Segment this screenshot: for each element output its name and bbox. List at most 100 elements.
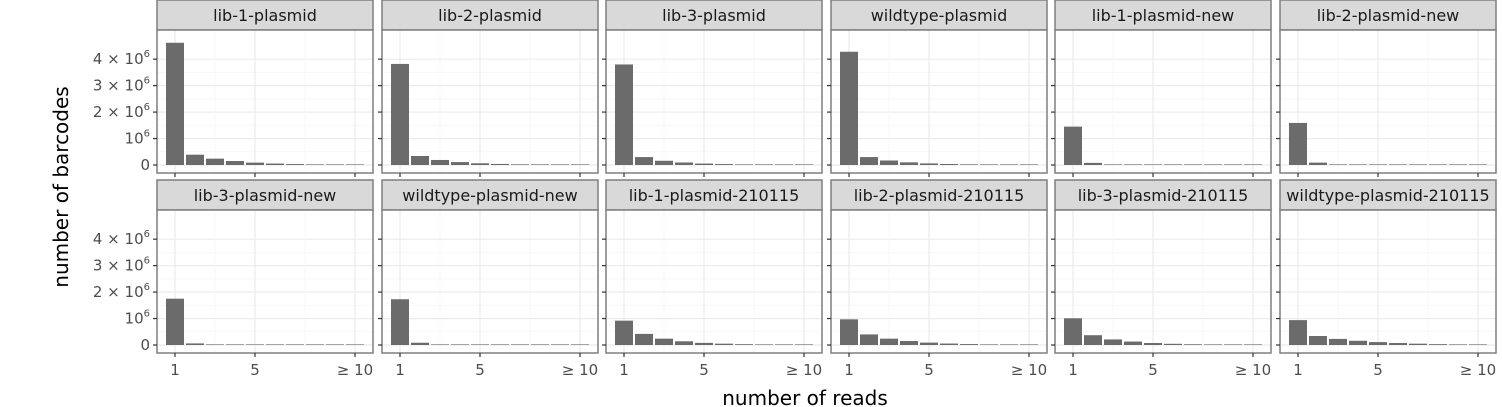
histogram-bar [940,163,958,165]
histogram-bar [1369,342,1387,345]
histogram-bar [411,156,429,165]
histogram-bar [1369,164,1387,165]
histogram-bar [326,164,344,165]
histogram-bar [1124,341,1142,345]
panel-border [381,209,599,354]
histogram-bar [655,338,673,345]
histogram-bar [1389,343,1407,345]
y-tick-label-exponent: 6 [144,49,150,60]
histogram-bar [960,164,978,165]
facet-panel: wildtype-plasmid-new 1 5 ≥ 10 [378,179,599,379]
facet-strip-label: lib-2-plasmid [438,6,542,25]
facet-panel: lib-3-plasmid-210115 1 5 ≥ 10 [1051,179,1272,379]
histogram-bar [775,164,793,165]
histogram-bar [655,160,673,165]
histogram-bar [960,344,978,345]
histogram-bar [1000,164,1018,165]
y-tick-label: 4 × 106 [93,49,150,68]
panel-border [381,29,599,174]
histogram-bar [186,343,204,345]
histogram-bar [1469,344,1487,345]
histogram-bar [1164,343,1182,345]
histogram-bar [1084,162,1102,165]
facet-strip-label: lib-1-plasmid [213,6,317,25]
x-tick-label: 1 [619,361,629,379]
histogram-bar [920,163,938,165]
facet-strip [605,0,823,31]
histogram-bar [1204,344,1222,345]
facet-strip-label: lib-1-plasmid-new [1092,6,1235,25]
y-tick-label-base: 0 [140,156,150,174]
histogram-bar [226,161,244,165]
histogram-bar [1124,164,1142,165]
facet-strip-label: wildtype-plasmid [871,6,1008,25]
y-tick-label-exponent: 6 [144,309,150,320]
y-tick-label-exponent: 6 [144,229,150,240]
histogram-bar [451,344,469,345]
histogram-bar [491,344,509,345]
histogram-bar [1289,320,1307,345]
histogram-bar [1144,343,1162,345]
x-tick-label: ≥ 10 [786,361,822,379]
facet-strip-label: lib-2-plasmid-210115 [854,186,1025,205]
histogram-bar [1084,335,1102,345]
histogram-bar [900,341,918,345]
facet-strip [1054,179,1272,211]
histogram-bar [1064,318,1082,345]
facet-panel: lib-2-plasmid [378,0,599,177]
histogram-bar [246,162,264,165]
histogram-bar [206,158,224,165]
histogram-bar [511,164,529,165]
histogram-bar [1104,164,1122,165]
facet-panel: lib-1-plasmid-new [1051,0,1272,177]
y-tick-label: 3 × 106 [93,76,150,95]
histogram-bar [286,164,304,165]
histogram-bar [391,299,409,345]
panel-background [606,210,822,353]
histogram-bar [1184,164,1202,165]
histogram-bar [246,344,264,345]
histogram-bar [1449,344,1467,345]
histogram-bar [1224,344,1242,345]
histogram-bar [615,64,633,165]
histogram-bar [675,162,693,165]
histogram-bar [1429,164,1447,165]
histogram-bar [471,344,489,345]
histogram-bar [306,164,324,165]
x-tick-label: 5 [250,361,260,379]
y-tick-label-base: 10 [125,130,144,148]
histogram-bar [1469,164,1487,165]
panel-background [382,210,598,353]
x-tick-label: 5 [699,361,709,379]
histogram-bar [900,162,918,165]
histogram-bar [471,163,489,165]
panel-border [1279,209,1497,354]
histogram-bar [266,163,284,165]
y-tick-label: 0 [140,156,150,174]
histogram-bar [571,344,589,345]
panel-background [157,210,373,353]
histogram-bar [491,163,509,165]
histogram-bar [1329,164,1347,165]
histogram-bar [1224,164,1242,165]
y-tick-label-exponent: 6 [144,76,150,87]
panel-background [1280,210,1496,353]
histogram-bar [1289,122,1307,165]
panel-border [156,29,374,174]
y-tick-label: 2 × 106 [93,282,150,301]
histogram-bar [511,344,529,345]
histogram-bar [880,338,898,345]
x-tick-label: 1 [1293,361,1303,379]
facet-strip [156,0,374,31]
facet-panel: lib-2-plasmid-new [1276,0,1497,177]
histogram-bar [1104,339,1122,345]
y-tick-label-base: 4 × 10 [93,50,144,68]
histogram-bar [795,164,813,165]
y-tick-label-base: 2 × 10 [93,103,144,121]
histogram-bar [840,51,858,166]
facet-strip-label: lib-1-plasmid-210115 [629,186,800,205]
histogram-bar [695,342,713,345]
y-tick-label-base: 10 [125,310,144,328]
